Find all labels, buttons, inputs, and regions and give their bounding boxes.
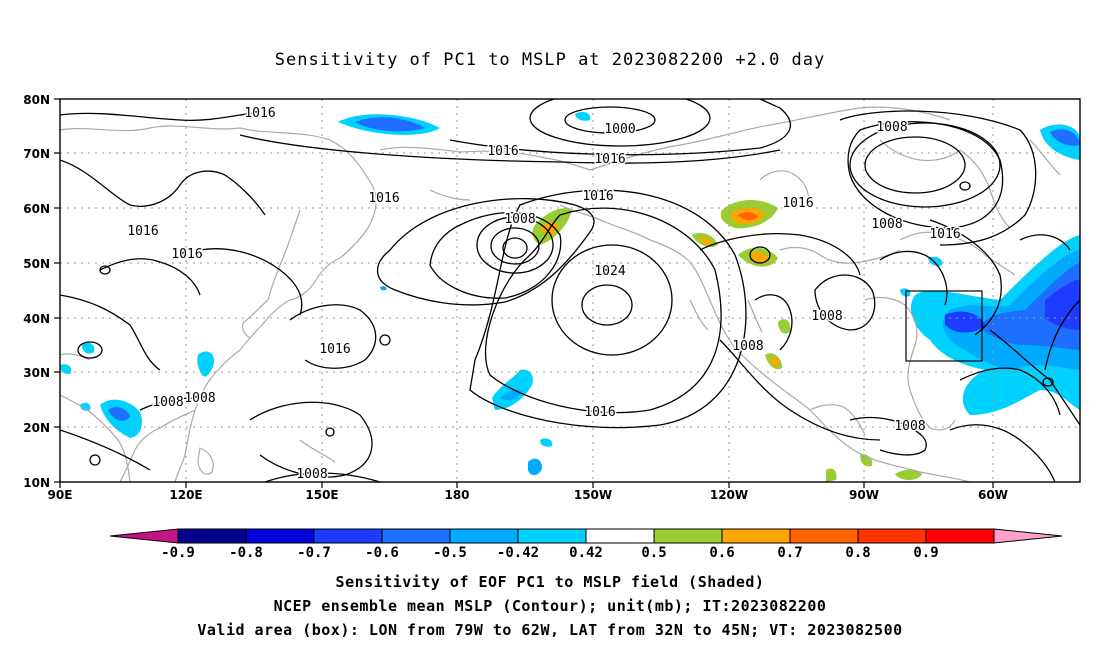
lat-label: 60N <box>23 202 50 216</box>
lat-label: 10N <box>23 476 50 490</box>
contour-label: 1016 <box>582 189 613 204</box>
contour-label: 1008 <box>504 212 535 227</box>
colorbar-label: 0.6 <box>709 545 734 561</box>
caption-line-1: Sensitivity of EOF PC1 to MSLP field (Sh… <box>335 573 765 591</box>
colorbar-label: -0.6 <box>365 545 399 561</box>
lon-label: 150E <box>305 488 338 502</box>
colorbar-swatch <box>925 528 995 544</box>
colorbar-swatch <box>177 528 247 544</box>
colorbar-swatch <box>313 528 383 544</box>
longitude-labels: 90E 120E 150E 180 150W 120W 90W 60W <box>48 488 1008 502</box>
lon-label: 120E <box>169 488 202 502</box>
contour-label: 1016 <box>368 191 399 206</box>
contour-label: 1016 <box>127 224 158 239</box>
lat-label: 70N <box>23 147 50 161</box>
contour-label: 1016 <box>244 106 275 121</box>
colorbar-label: 0.8 <box>845 545 870 561</box>
contour-label: 1016 <box>319 342 350 357</box>
lon-label: 90W <box>849 488 879 502</box>
colorbar-label: -0.7 <box>297 545 331 561</box>
lon-label: 90E <box>48 488 73 502</box>
colorbar-label: 0.42 <box>569 545 603 561</box>
colorbar-swatch <box>585 528 655 544</box>
lon-label: 120W <box>710 488 748 502</box>
colorbar-label: -0.8 <box>229 545 263 561</box>
colorbar-label: -0.42 <box>497 545 539 561</box>
caption-line-3: Valid area (box): LON from 79W to 62W, L… <box>197 621 903 639</box>
valid-area-box <box>905 290 983 362</box>
colorbar-swatch <box>381 528 451 544</box>
contour-label: 1008 <box>152 395 183 410</box>
lat-label: 20N <box>23 421 50 435</box>
colorbar-swatch <box>857 528 927 544</box>
latitude-labels: 80N 70N 60N 50N 40N 30N 20N 10N <box>23 93 50 490</box>
colorbar-label: 0.7 <box>777 545 802 561</box>
contour-labels: 1016 1000 1016 1016 1008 1016 1016 1016 … <box>126 105 962 483</box>
colorbar-tip-positive <box>993 528 1063 544</box>
contour-label: 1008 <box>811 309 842 324</box>
colorbar-swatch <box>653 528 723 544</box>
contour-label: 1008 <box>871 217 902 232</box>
lon-label: 60W <box>978 488 1008 502</box>
lat-label: 80N <box>23 93 50 107</box>
colorbar-swatch <box>449 528 519 544</box>
contour-label: 1016 <box>584 405 615 420</box>
colorbar-swatch <box>245 528 315 544</box>
lat-label: 50N <box>23 257 50 271</box>
colorbar: -0.9 -0.8 -0.7 -0.6 -0.5 -0.42 0.42 0.5 0.6 0.7 0.… <box>109 528 1063 561</box>
contour-label: 1008 <box>296 467 327 482</box>
contour-label: 1024 <box>594 264 625 279</box>
colorbar-swatch <box>789 528 859 544</box>
lon-label: 150W <box>574 488 612 502</box>
colorbar-label: 0.5 <box>641 545 666 561</box>
contour-label: 1016 <box>782 196 813 211</box>
colorbar-label: 0.9 <box>913 545 938 561</box>
contour-label: 1008 <box>184 391 215 406</box>
contour-label: 1008 <box>732 339 763 354</box>
contour-label: 1008 <box>894 419 925 434</box>
contour-label: 1016 <box>487 144 518 159</box>
contour-label: 1016 <box>171 247 202 262</box>
colorbar-tip-negative <box>109 528 179 544</box>
contour-label: 1016 <box>594 152 625 167</box>
contour-label: 1016 <box>929 227 960 242</box>
lon-label: 180 <box>444 488 469 502</box>
colorbar-swatch <box>517 528 587 544</box>
lat-label: 40N <box>23 312 50 326</box>
contour-label: 1008 <box>876 120 907 135</box>
colorbar-label: -0.9 <box>161 545 195 561</box>
caption-line-2: NCEP ensemble mean MSLP (Contour); unit(… <box>273 597 827 615</box>
colorbar-label: -0.5 <box>433 545 467 561</box>
plot-title: Sensitivity of PC1 to MSLP at 2023082200… <box>274 50 826 70</box>
lat-label: 30N <box>23 366 50 380</box>
colorbar-swatch <box>721 528 791 544</box>
contour-label: 1000 <box>604 122 635 137</box>
